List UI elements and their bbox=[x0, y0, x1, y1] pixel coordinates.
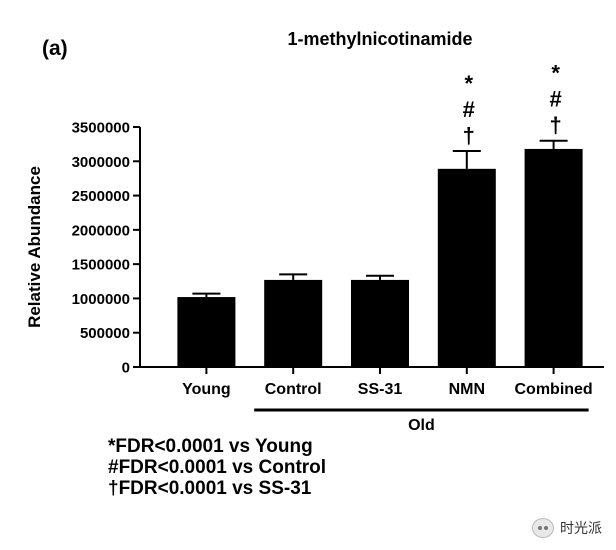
x-tick-label: Combined bbox=[514, 381, 592, 398]
note-young: *FDR<0.0001 vs Young bbox=[108, 436, 313, 457]
y-axis-label: Relative Abundance bbox=[25, 166, 44, 328]
y-tick-label: 1000000 bbox=[72, 291, 130, 308]
significance-marker: # bbox=[463, 97, 475, 122]
y-tick-label: 2500000 bbox=[72, 188, 130, 205]
significance-marker: * bbox=[551, 61, 560, 86]
watermark: 时光派 bbox=[532, 518, 602, 538]
bar bbox=[437, 168, 496, 367]
note-control: #FDR<0.0001 vs Control bbox=[108, 457, 327, 478]
x-tick-label: Young bbox=[182, 381, 231, 398]
y-tick-label: 0 bbox=[122, 360, 130, 377]
significance-notes: *FDR<0.0001 vs Young #FDR<0.0001 vs Cont… bbox=[108, 436, 326, 499]
significance-marker: † bbox=[463, 123, 475, 148]
significance-marker: † bbox=[549, 113, 561, 138]
y-tick-label: 2000000 bbox=[72, 222, 130, 239]
x-tick-label: Control bbox=[265, 381, 322, 398]
chart-title: 1-methylnicotinamide bbox=[287, 29, 472, 49]
wechat-icon bbox=[532, 518, 554, 538]
watermark-text: 时光派 bbox=[560, 520, 602, 536]
bar bbox=[264, 279, 323, 367]
y-tick-label: 3500000 bbox=[72, 120, 130, 137]
bar bbox=[351, 279, 409, 367]
panel-label: (a) bbox=[42, 37, 68, 60]
y-tick-label: 500000 bbox=[80, 325, 130, 342]
x-tick-label: NMN bbox=[449, 381, 485, 398]
bar-chart: (a) 1-methylnicotinamide 0 500000 1000000 150… bbox=[25, 29, 604, 434]
group-label: Old bbox=[408, 417, 435, 430]
significance-marker: # bbox=[549, 87, 561, 112]
significance-marker: * bbox=[465, 71, 474, 96]
y-tick-label: 1500000 bbox=[72, 257, 130, 274]
bar bbox=[177, 297, 236, 367]
x-tick-label: SS-31 bbox=[358, 381, 403, 398]
bar bbox=[524, 148, 583, 367]
y-tick-label: 3000000 bbox=[72, 154, 130, 171]
note-ss31: †FDR<0.0001 vs SS-31 bbox=[108, 478, 312, 499]
